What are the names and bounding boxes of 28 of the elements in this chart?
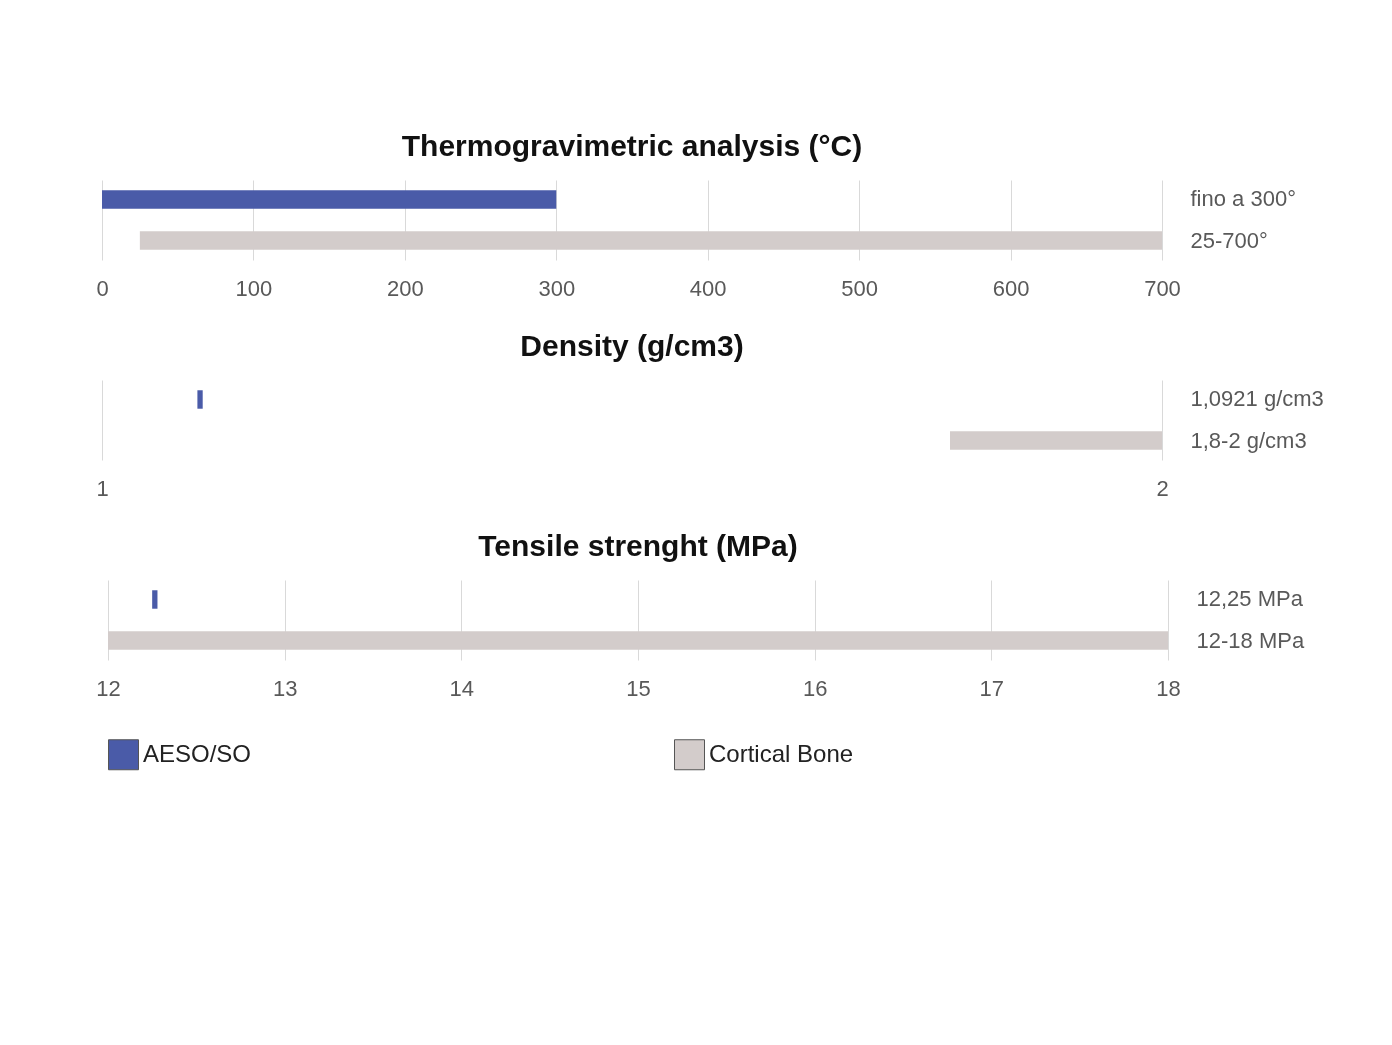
x-tick-label: 600 [992, 275, 1030, 301]
y-tick-label: 1,0921 g/cm3 [1190, 386, 1324, 412]
chart-title: Density (g/cm3) [520, 329, 744, 362]
y-tick-label: 12,25 MPa [1196, 586, 1304, 612]
y-tick-label: 25-700° [1190, 227, 1268, 253]
x-tick-label: 1 [96, 475, 109, 501]
legend-label: AESO/SO [143, 739, 252, 767]
x-tick-label: 100 [235, 275, 273, 301]
x-tick-label: 15 [626, 675, 651, 701]
x-tick-label: 12 [96, 675, 121, 701]
y-tick-label: 1,8-2 g/cm3 [1190, 427, 1307, 453]
y-tick-label: fino a 300° [1190, 186, 1296, 212]
x-tick-label: 18 [1156, 675, 1181, 701]
x-tick-label: 200 [387, 275, 424, 301]
chart-title: Thermogravimetric analysis (°C) [401, 129, 863, 162]
x-tick-label: 2 [1156, 475, 1169, 501]
x-tick-label: 400 [689, 275, 727, 301]
x-tick-label: 14 [449, 675, 475, 701]
legend-label: Cortical Bone [709, 739, 854, 767]
x-tick-label: 17 [979, 675, 1005, 701]
x-tick-label: 16 [802, 675, 828, 701]
x-tick-label: 13 [272, 675, 298, 701]
x-tick-label: 300 [538, 275, 576, 301]
x-tick-label: 500 [841, 275, 878, 301]
chart-title: Tensile strenght (MPa) [478, 529, 798, 562]
y-tick-label: 12-18 MPa [1196, 627, 1305, 653]
x-tick-label: 0 [96, 275, 109, 301]
x-tick-label: 700 [1144, 275, 1181, 301]
